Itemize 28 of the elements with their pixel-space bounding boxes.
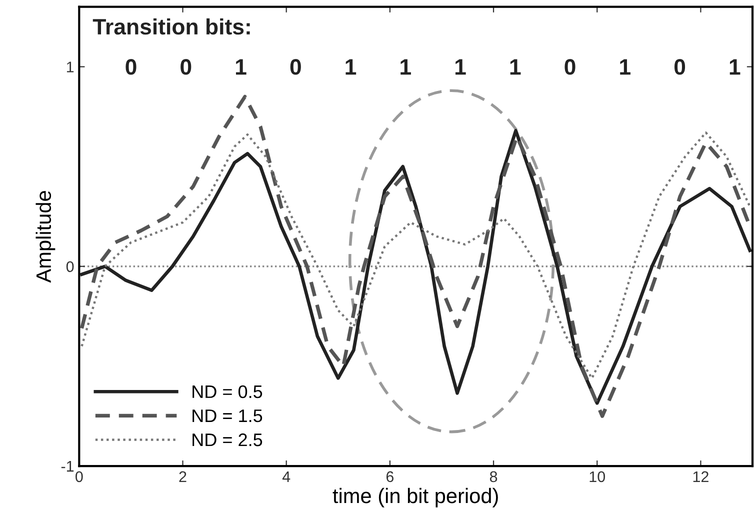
x-tick-label: 8 xyxy=(490,471,498,482)
annotation: 0 xyxy=(564,59,576,75)
x-tick-label: 10 xyxy=(590,471,606,482)
x-tick-label: 0 xyxy=(76,471,83,482)
legend-label: ND = 0.5 xyxy=(192,385,262,398)
y-tick-label: 1 xyxy=(66,62,74,72)
annotation: 0 xyxy=(126,59,136,75)
annotation: 1 xyxy=(455,59,466,75)
annotation: 1 xyxy=(620,59,630,75)
legend-label: ND = 1.5 xyxy=(192,410,262,422)
x-tick-label: 2 xyxy=(179,471,186,482)
annotation: 1 xyxy=(730,59,740,75)
y-tick-label: 0 xyxy=(66,261,74,272)
x-axis-title: time (in bit period) xyxy=(332,488,498,508)
annotation: Transition bits: xyxy=(92,18,250,35)
annotation: 0 xyxy=(674,59,686,75)
annotation: 1 xyxy=(346,59,356,75)
x-tick-label: 4 xyxy=(282,471,290,482)
annotation: 0 xyxy=(180,59,192,75)
x-tick-label: 6 xyxy=(386,471,394,482)
annotation: 1 xyxy=(236,59,246,75)
y-axis-title: Amplitude xyxy=(36,191,56,283)
y-tick-label: -1 xyxy=(61,461,74,472)
annotation: 1 xyxy=(400,59,411,75)
annotation: 0 xyxy=(290,59,301,75)
x-tick-label: 12 xyxy=(693,471,708,482)
annotation: 1 xyxy=(510,59,521,75)
legend-label: ND = 2.5 xyxy=(192,433,262,446)
